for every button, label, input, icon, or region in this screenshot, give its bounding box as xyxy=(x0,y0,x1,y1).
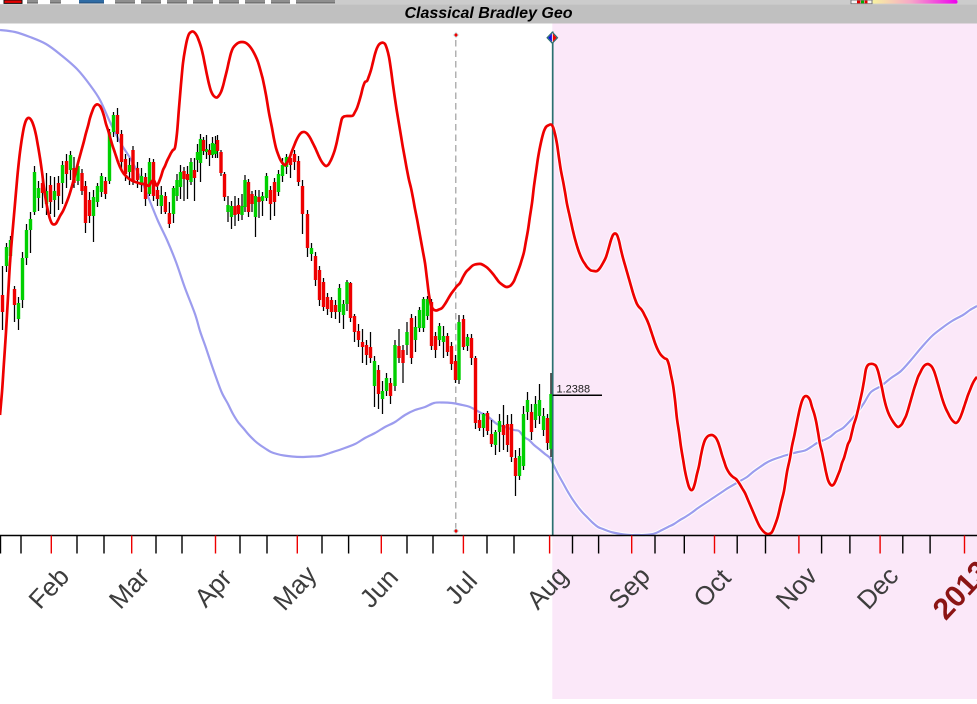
svg-text:Classical Bradley Geo: Classical Bradley Geo xyxy=(404,5,572,22)
svg-text:1.2388: 1.2388 xyxy=(557,383,591,395)
